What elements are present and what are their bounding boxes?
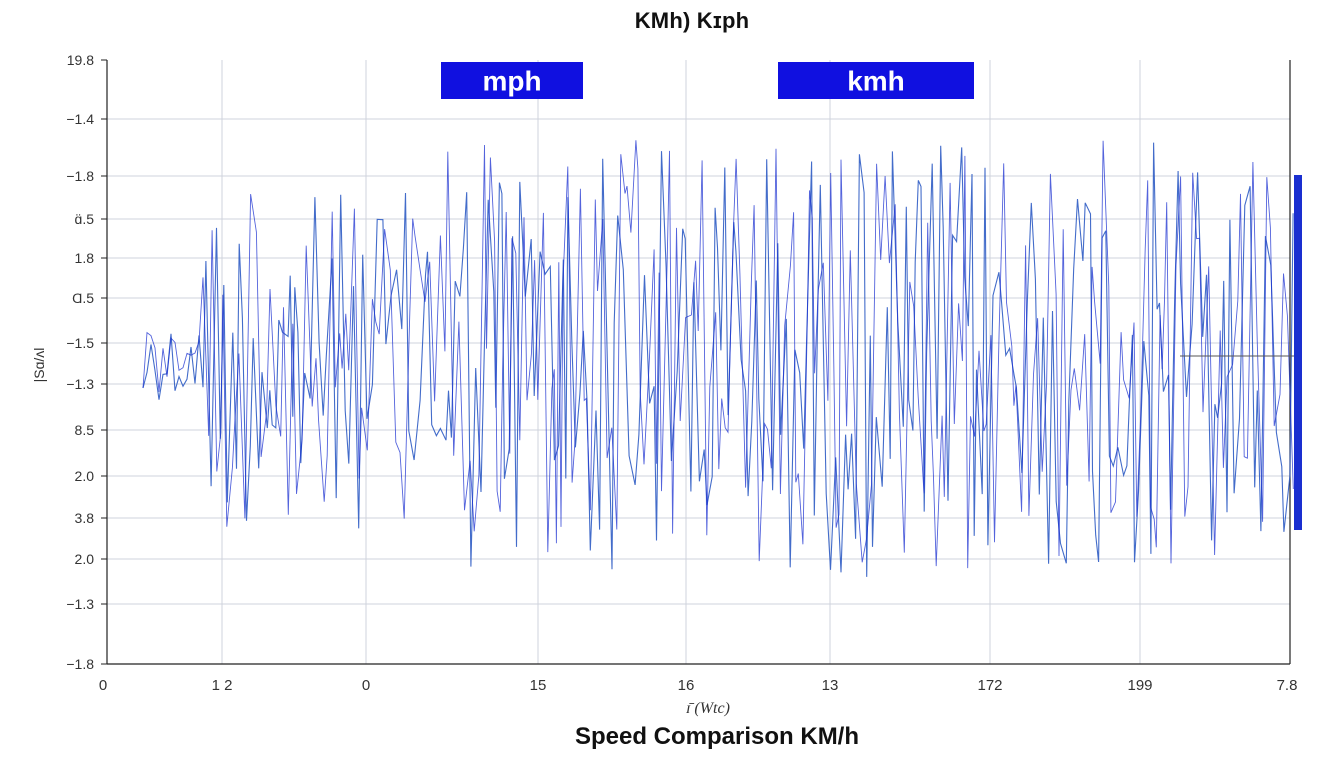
signal-trace <box>142 140 1294 569</box>
y-tick-label: 3.8 <box>75 510 95 526</box>
series-lines <box>142 140 1302 577</box>
x-tick-label: 0 <box>99 677 107 694</box>
y-tick-label: 2.0 <box>75 468 95 484</box>
y-axis-label: |Sɑ/ʌl <box>31 348 47 383</box>
y-tick-label: −1.4 <box>66 111 94 127</box>
y-tick-label: 2.0 <box>75 551 95 567</box>
y-tick-label: −1.8 <box>66 168 94 184</box>
x-tick-label: 172 <box>977 677 1002 694</box>
legend-label: mph <box>482 66 541 97</box>
y-tick-label: −1.3 <box>66 376 94 392</box>
x-tick-label: 16 <box>678 677 695 694</box>
x-tick-label: 0 <box>362 677 370 694</box>
grid-lines <box>107 60 1290 664</box>
y-tick-label: 1.8 <box>75 250 95 266</box>
y-tick-label: 19.8 <box>67 52 94 68</box>
y-tick-label: Ɑ.5 <box>72 290 94 306</box>
y-tick-label: 8.5 <box>75 422 95 438</box>
legend-swatch <box>778 62 974 99</box>
legend: mph kmh <box>441 62 974 99</box>
x-tick-label: 15 <box>530 677 547 694</box>
chart-caption: Speed Comparison KM/h <box>574 723 860 750</box>
signal-burst <box>1294 175 1302 530</box>
x-tick-label: 199 <box>1127 677 1152 694</box>
chart-title: KMh) Kɪph <box>634 8 750 33</box>
y-tick-label: −1.8 <box>66 656 94 672</box>
legend-label: kmh <box>847 66 905 97</box>
x-axis-label: ɪ̄ (Wtc) <box>685 700 730 717</box>
y-tick-label: −1.3 <box>66 596 94 612</box>
tick-labels: 19.8 −1.4 −1.8 ɑ̈.5 1.8 Ɑ.5 −1.5 −1.3 8.5 2.0 3.8 2… <box>66 52 1297 694</box>
x-tick-label: 7.8 <box>1277 677 1298 694</box>
y-tick-label: −1.5 <box>66 335 94 351</box>
axes <box>106 60 1291 665</box>
y-tick-label: ɑ̈.5 <box>75 211 95 227</box>
x-tick-label: 13 <box>822 677 839 694</box>
x-tick-label: 1 2 <box>212 677 233 694</box>
legend-swatch <box>441 62 583 99</box>
